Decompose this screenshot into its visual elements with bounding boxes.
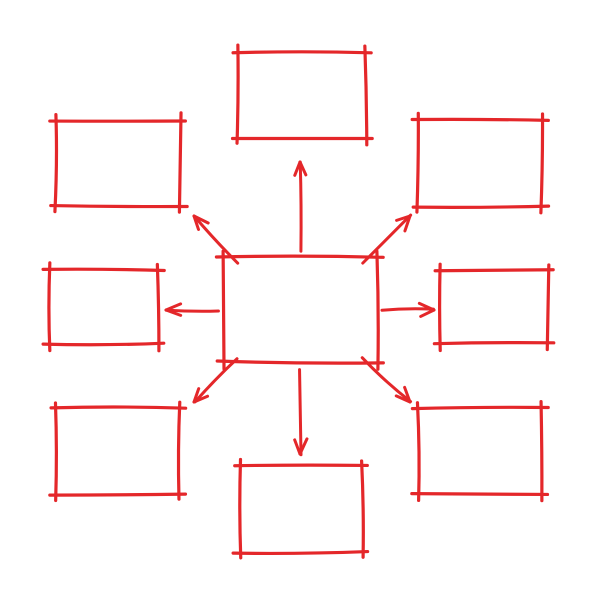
node-bottom-left <box>50 402 186 500</box>
arrow <box>363 215 411 263</box>
node-center <box>216 251 383 369</box>
node-bottom-right <box>412 402 548 501</box>
node-top <box>233 45 373 145</box>
node-top-right <box>412 113 548 212</box>
node-left-mid <box>43 263 164 351</box>
arrow <box>194 359 237 402</box>
arrow <box>295 162 306 251</box>
arrow <box>166 304 218 316</box>
node-right-mid <box>434 264 553 350</box>
node-top-left <box>50 113 187 212</box>
arrow <box>362 358 410 402</box>
arrow <box>295 370 307 455</box>
arrow <box>382 303 434 316</box>
node-bottom <box>233 460 367 558</box>
radial-flowchart <box>0 0 600 600</box>
